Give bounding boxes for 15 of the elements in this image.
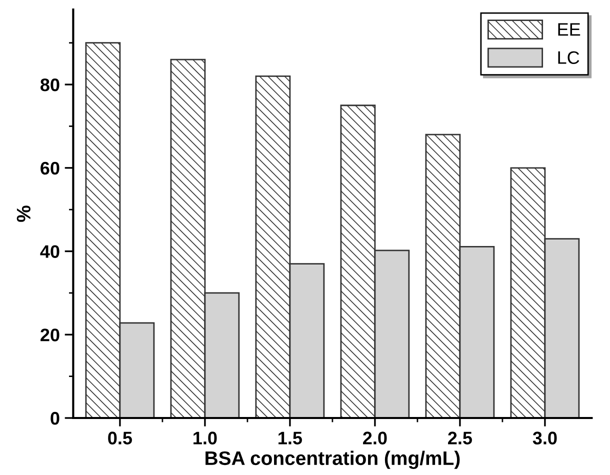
x-tick-label: 2.0 bbox=[363, 432, 387, 444]
x-tick-label: 3.0 bbox=[532, 432, 557, 444]
x-tick-label: 0.5 bbox=[108, 432, 132, 444]
y-tick-label: 40 bbox=[40, 245, 60, 258]
y-tick-label: 80 bbox=[40, 78, 60, 92]
y-tick-label: 0 bbox=[50, 412, 60, 425]
x-tick-label: 2.5 bbox=[448, 432, 472, 444]
x-tick-label: 1.0 bbox=[194, 432, 217, 444]
y-tick-label: 20 bbox=[40, 328, 60, 342]
x-tick-label: 1.5 bbox=[278, 432, 302, 444]
legend-label: EE bbox=[558, 23, 580, 36]
y-axis-title: % bbox=[16, 206, 30, 222]
legend-label: LC bbox=[558, 51, 580, 64]
y-tick-label: 60 bbox=[40, 162, 60, 175]
x-axis-title: BSA concentration (mg/mL) bbox=[206, 450, 460, 470]
